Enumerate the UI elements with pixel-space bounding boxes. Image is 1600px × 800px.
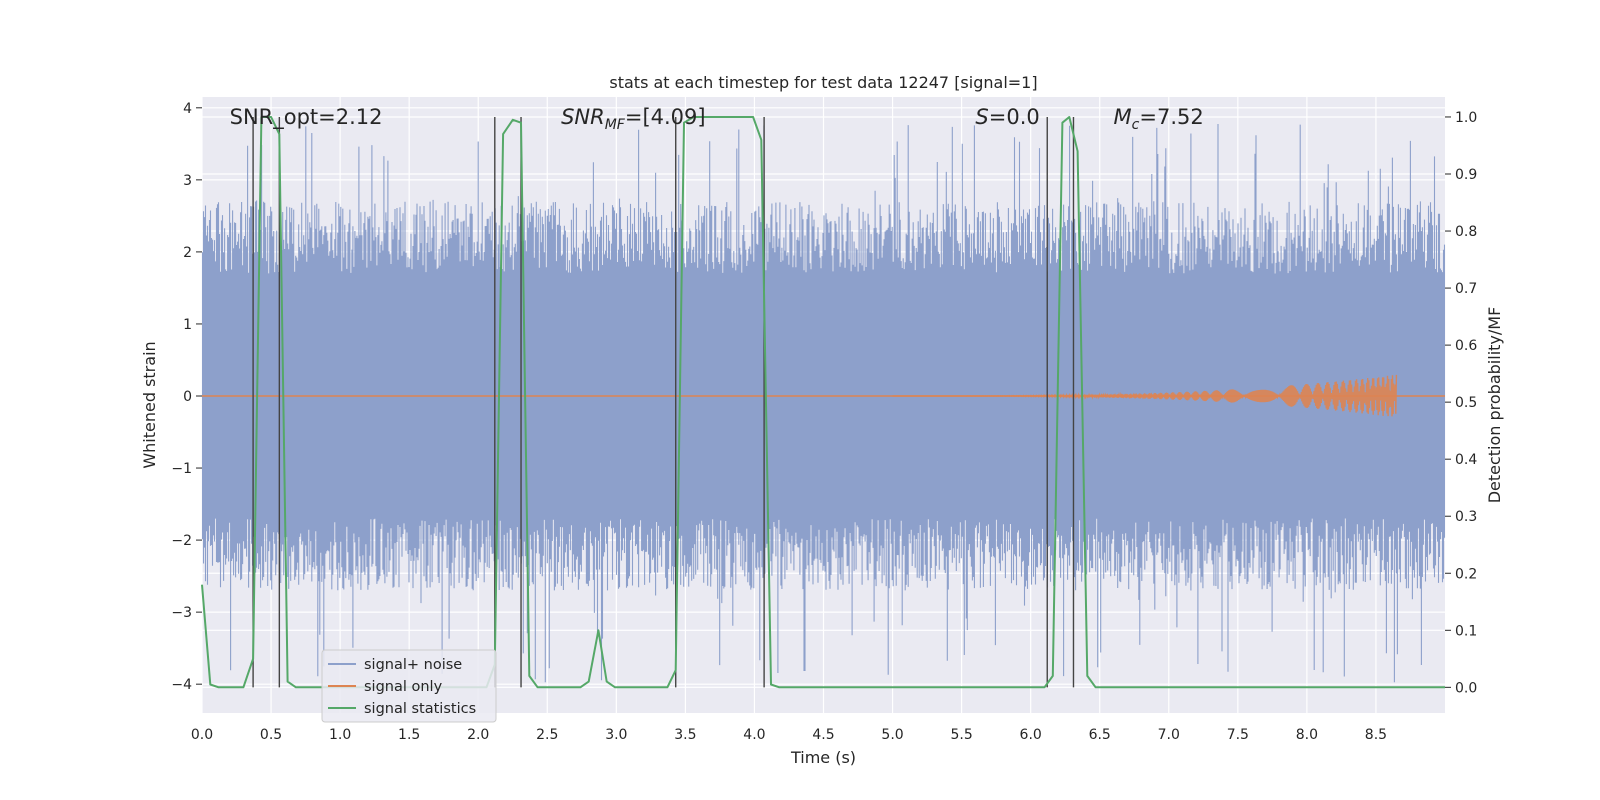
x-tick-label: 3.5 bbox=[674, 727, 696, 743]
y-tick-label-right: 0.7 bbox=[1455, 281, 1477, 297]
statistics-line bbox=[201, 116, 1445, 689]
y-tick-label-right: 0.1 bbox=[1455, 623, 1477, 639]
y-tick-label-left: −1 bbox=[171, 461, 192, 477]
y-tick-label-left: 3 bbox=[183, 173, 192, 189]
legend-box bbox=[321, 649, 497, 723]
x-tick-label: 1.5 bbox=[398, 727, 420, 743]
y-tick-label-right: 0.8 bbox=[1455, 224, 1477, 240]
y-tick-label-left: −2 bbox=[171, 533, 192, 549]
chart-title: stats at each timestep for test data 122… bbox=[609, 73, 1037, 92]
x-tick-label: 2.5 bbox=[536, 727, 558, 743]
y-tick-label-right: 0.3 bbox=[1455, 509, 1477, 525]
annotation-text: Mc=7.52 bbox=[1114, 105, 1204, 133]
legend-label: signal statistics bbox=[364, 701, 476, 717]
x-tick-label: 8.5 bbox=[1365, 727, 1387, 743]
x-axis-label: Time (s) bbox=[790, 748, 856, 767]
y-tick-label-left: 0 bbox=[183, 389, 192, 405]
y-tick-label-right: 0.9 bbox=[1455, 167, 1477, 183]
y-tick-label-left: −4 bbox=[171, 677, 192, 693]
x-tick-label: 7.0 bbox=[1158, 727, 1180, 743]
y-tick-label-right: 0.4 bbox=[1455, 452, 1477, 468]
x-tick-label: 4.5 bbox=[812, 727, 834, 743]
y-axis-label-left: Whitened strain bbox=[140, 341, 159, 468]
x-tick-label: 0.5 bbox=[260, 727, 282, 743]
signal-chirp bbox=[892, 374, 1398, 417]
x-tick-label: 2.0 bbox=[467, 727, 489, 743]
y-axis-label-right: Detection probability/MF bbox=[1485, 307, 1504, 504]
annotation-text: SNR_opt=2.12 bbox=[230, 105, 383, 130]
x-tick-label: 3.0 bbox=[605, 727, 627, 743]
series-signal-statistics bbox=[201, 116, 1445, 689]
x-tick-label: 5.5 bbox=[950, 727, 972, 743]
series-signal-noise bbox=[201, 124, 1446, 683]
vertical-markers bbox=[252, 116, 1075, 688]
x-tick-label: 0.0 bbox=[191, 727, 213, 743]
x-tick-label: 1.0 bbox=[329, 727, 351, 743]
y-tick-label-right: 1.0 bbox=[1455, 110, 1477, 126]
x-tick-label: 4.0 bbox=[743, 727, 765, 743]
x-tick-label: 7.5 bbox=[1227, 727, 1249, 743]
axis-ticks: 0.0 0.5 1.0 1.5 2.0 2.5 3.0 3.5 4.0 4.5 5.0 5.5 6.0 6… bbox=[171, 101, 1477, 743]
y-tick-label-left: 1 bbox=[183, 317, 192, 333]
annotations: SNR_opt=2.12 SNRMF=[4.09] S=0.0 Mc=7.52 bbox=[230, 105, 1204, 133]
y-tick-label-right: 0.5 bbox=[1455, 395, 1477, 411]
y-tick-label-right: 0.0 bbox=[1455, 680, 1477, 696]
y-tick-label-left: 2 bbox=[183, 245, 192, 261]
annotation-text: SNRMF=[4.09] bbox=[561, 105, 706, 133]
x-tick-label: 8.0 bbox=[1296, 727, 1318, 743]
annotation-text: S=0.0 bbox=[975, 105, 1039, 129]
y-tick-label-right: 0.6 bbox=[1455, 338, 1477, 354]
x-tick-label: 6.5 bbox=[1089, 727, 1111, 743]
x-tick-label: 5.0 bbox=[881, 727, 903, 743]
legend-label: signal+ noise bbox=[364, 657, 462, 673]
y-tick-label-left: 4 bbox=[183, 101, 192, 117]
series-signal-only bbox=[202, 374, 1445, 417]
y-tick-label-left: −3 bbox=[171, 605, 192, 621]
x-tick-label: 6.0 bbox=[1020, 727, 1042, 743]
legend-label: signal only bbox=[364, 679, 443, 695]
y-tick-label-right: 0.2 bbox=[1455, 566, 1477, 582]
legend: signal+ noise signal only signal statistic… bbox=[321, 649, 497, 723]
